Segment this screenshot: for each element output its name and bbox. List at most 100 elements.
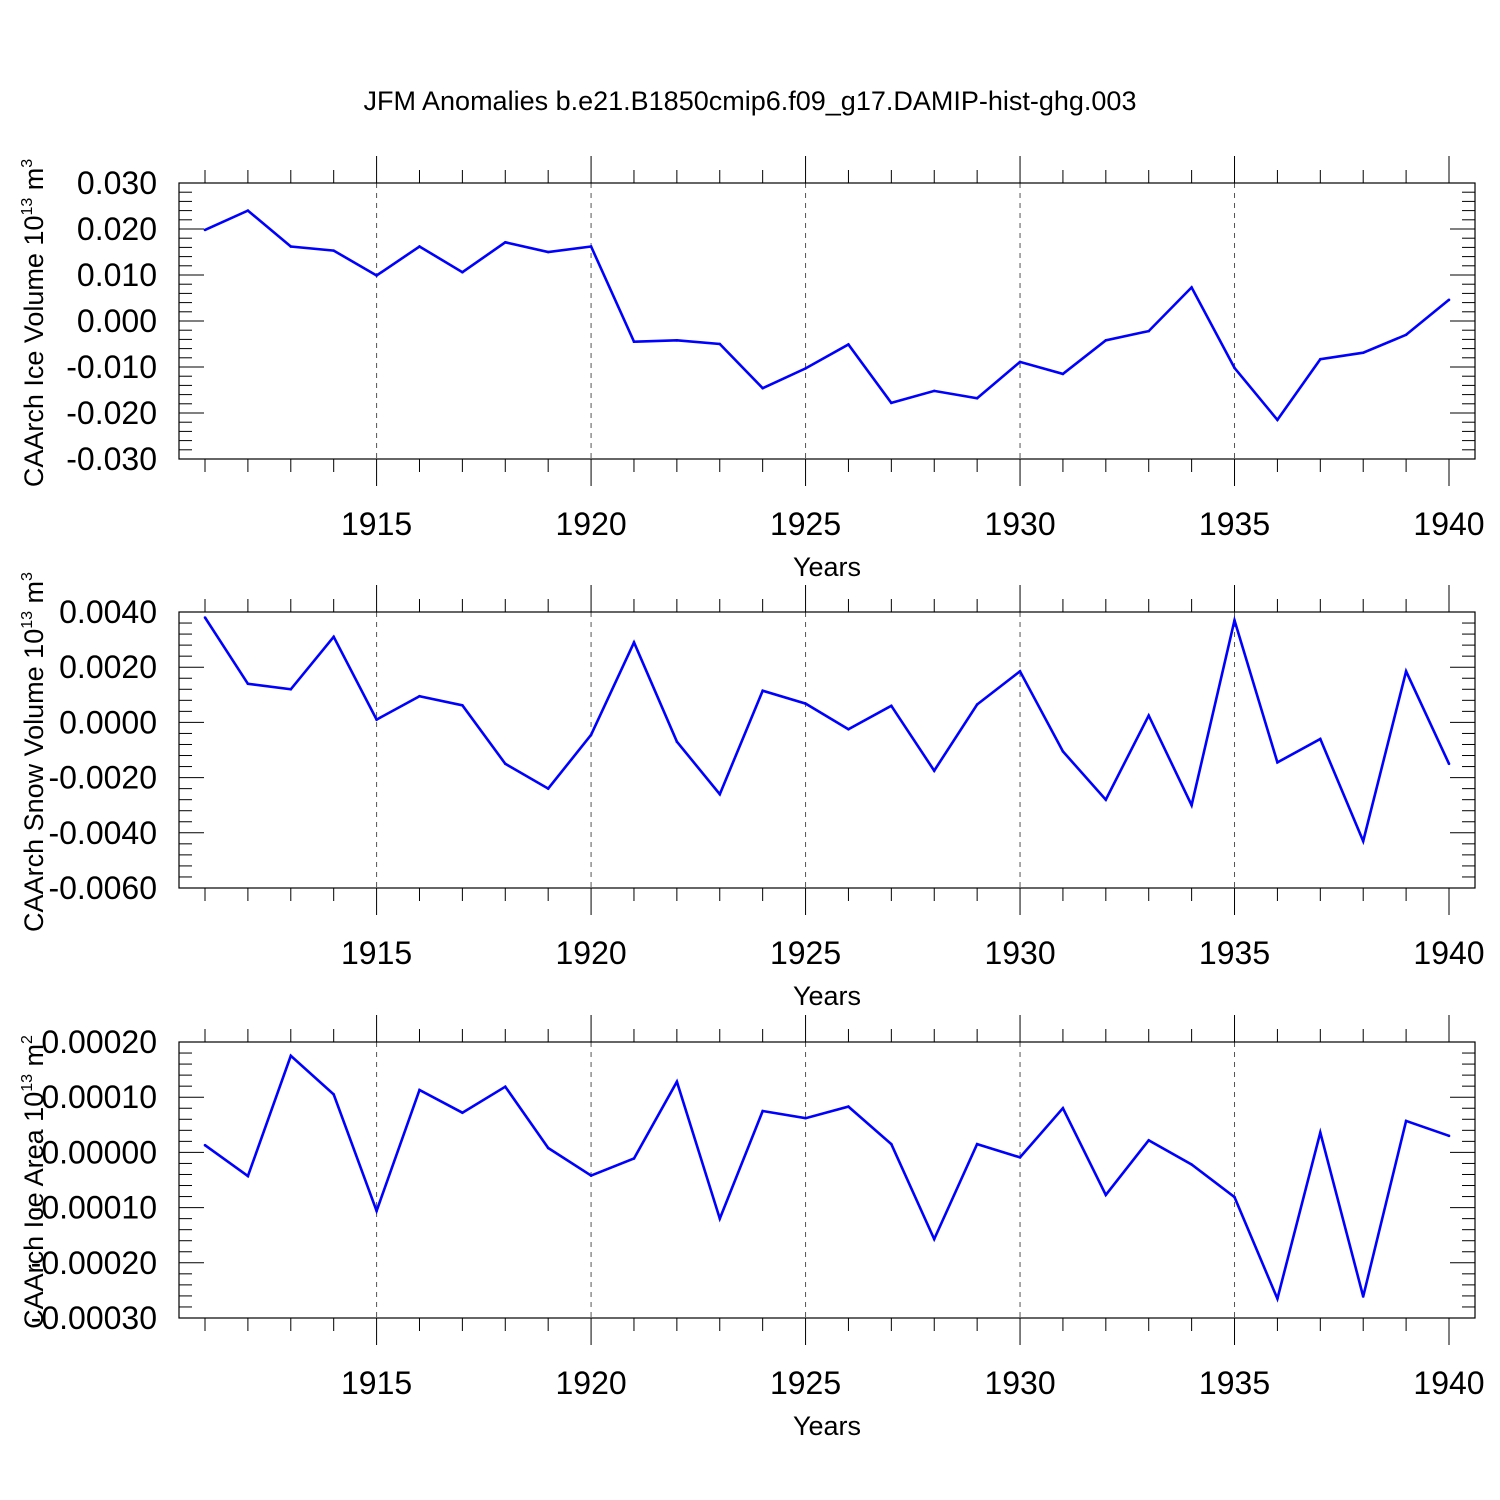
data-point	[1190, 803, 1193, 807]
data-point	[718, 1217, 722, 1220]
data-point	[804, 702, 807, 705]
data-point	[203, 616, 207, 619]
data-point	[632, 641, 636, 644]
y-axis-title: CAArch Snow Volume 1013 m3	[19, 572, 49, 932]
data-point	[375, 1209, 378, 1213]
x-tick-label: 1920	[555, 1365, 626, 1401]
data-point	[332, 249, 335, 252]
data-point	[847, 728, 850, 731]
y-tick-label: -0.00010	[31, 1190, 157, 1226]
data-point	[890, 1142, 893, 1146]
data-point	[675, 339, 679, 342]
y-tick-label: -0.0020	[48, 760, 157, 796]
data-point	[375, 274, 378, 277]
x-tick-label: 1930	[984, 506, 1055, 542]
y-tick-label: 0.0000	[59, 704, 157, 740]
y-axis-title: CAArch Ice Area 1013 m2	[19, 1035, 49, 1329]
y-tick-label: -0.0060	[48, 870, 157, 906]
data-point	[418, 1088, 421, 1092]
y-tick-label: -0.030	[66, 441, 157, 477]
x-tick-label: 1935	[1199, 1365, 1270, 1401]
data-point	[289, 687, 293, 691]
y-tick-label: 0.00010	[41, 1079, 157, 1115]
data-point	[632, 1157, 636, 1160]
data-point	[246, 209, 250, 212]
data-point	[1276, 1297, 1279, 1300]
data-point	[932, 769, 936, 772]
x-tick-label: 1935	[1199, 506, 1270, 542]
data-point	[1190, 286, 1193, 289]
x-tick-label: 1915	[341, 506, 412, 542]
data-point	[1404, 333, 1408, 337]
data-point	[1319, 1131, 1322, 1134]
data-point	[1233, 618, 1236, 622]
y-tick-label: 0.020	[77, 211, 157, 247]
data-point	[718, 792, 722, 796]
x-tick-label: 1925	[770, 935, 841, 971]
data-point	[1447, 298, 1451, 302]
data-point	[246, 682, 250, 686]
data-point	[546, 787, 550, 790]
x-axis-title: Years	[793, 1411, 861, 1441]
data-point	[203, 1143, 207, 1147]
panel-snow_volume: -0.0060 -0.0040 -0.0020 0.0000 0.0020 0.0040 1…	[19, 572, 1485, 1011]
series-line-ice_area	[204, 1053, 1450, 1303]
data-point	[847, 343, 850, 346]
x-tick-label: 1940	[1413, 935, 1484, 971]
data-point	[890, 704, 893, 708]
data-point	[804, 367, 807, 370]
data-point	[1018, 1156, 1022, 1159]
y-tick-label: -0.020	[66, 395, 157, 431]
data-point	[546, 1146, 550, 1150]
data-point	[289, 245, 293, 248]
data-point	[1361, 1295, 1365, 1298]
data-point	[461, 1111, 464, 1114]
x-tick-label: 1935	[1199, 935, 1270, 971]
data-point	[932, 1237, 936, 1241]
data-point	[289, 1054, 293, 1058]
y-tick-label: 0.00020	[41, 1024, 157, 1060]
data-point	[1104, 798, 1108, 801]
data-point	[1276, 761, 1279, 764]
y-axis-title: CAArch Ice Volume 1013 m3	[19, 159, 49, 487]
y-tick-label: -0.00020	[31, 1245, 157, 1281]
data-point	[1104, 339, 1108, 342]
data-point	[761, 689, 764, 692]
x-tick-label: 1915	[341, 935, 412, 971]
data-point	[461, 270, 464, 274]
data-point	[1404, 1119, 1408, 1123]
data-point	[1276, 418, 1279, 422]
x-tick-label: 1915	[341, 1365, 412, 1401]
data-point	[332, 1093, 335, 1096]
x-tick-label: 1940	[1413, 1365, 1484, 1401]
data-point	[546, 250, 550, 254]
data-point	[461, 703, 464, 707]
data-point	[675, 740, 679, 744]
data-point	[1404, 670, 1408, 673]
data-point	[1190, 1163, 1193, 1166]
data-point	[1061, 750, 1065, 753]
data-point	[1319, 737, 1322, 741]
plot-frame	[178, 1041, 1476, 1319]
x-axis-title: Years	[793, 552, 861, 582]
data-point	[847, 1105, 850, 1108]
data-point	[1447, 1134, 1451, 1138]
data-point	[589, 1174, 593, 1177]
x-tick-label: 1940	[1413, 506, 1484, 542]
data-point	[1361, 839, 1365, 843]
data-point	[1018, 360, 1022, 364]
data-point	[1233, 1195, 1236, 1199]
x-tick-label: 1930	[984, 935, 1055, 971]
data-point	[761, 386, 764, 390]
data-point	[1061, 372, 1065, 376]
y-tick-label: -0.0040	[48, 815, 157, 851]
data-point	[675, 1080, 679, 1084]
x-tick-label: 1920	[555, 935, 626, 971]
x-tick-label: 1930	[984, 1365, 1055, 1401]
data-point	[1018, 670, 1022, 673]
data-point	[975, 1142, 979, 1146]
data-point	[1147, 714, 1151, 717]
x-tick-label: 1925	[770, 1365, 841, 1401]
y-tick-label: 0.030	[77, 165, 157, 201]
x-axis-title: Years	[793, 981, 861, 1011]
